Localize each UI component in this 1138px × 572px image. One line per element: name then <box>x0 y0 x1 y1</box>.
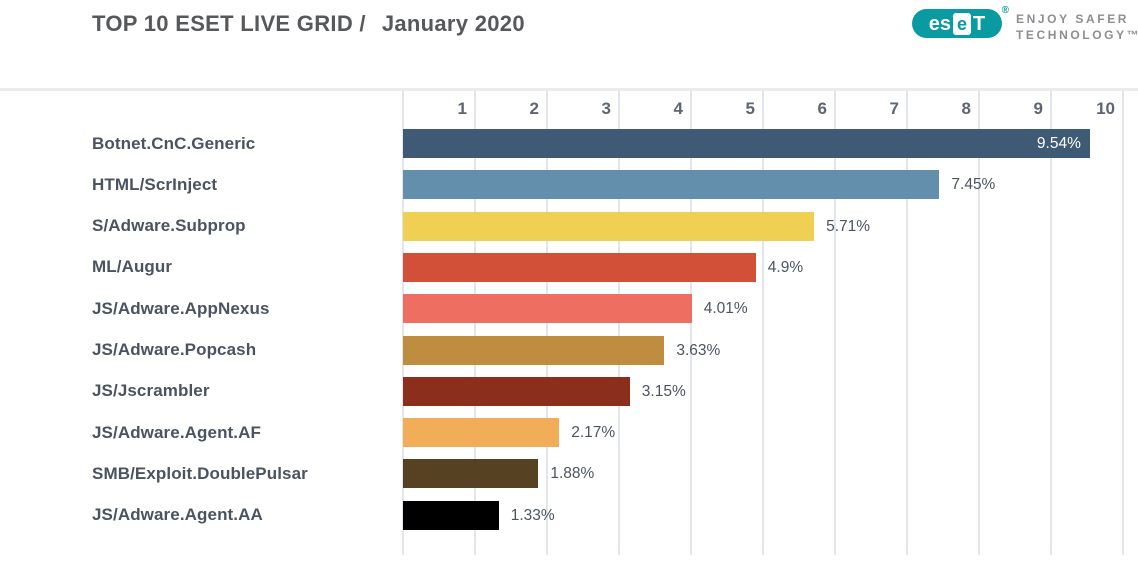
eset-tagline: ENJOY SAFER TECHNOLOGY™ <box>1016 4 1138 43</box>
x-axis-tick-label: 1 <box>457 99 467 118</box>
page-title: TOP 10 ESET LIVE GRID / January 2020 <box>92 11 525 37</box>
bar-html-scrinject <box>403 170 940 200</box>
bar-js-adware-agent-af <box>403 418 560 448</box>
eset-logo-letters-es: es <box>928 12 952 35</box>
x-axis-tick-label: 5 <box>745 99 755 118</box>
page-title-main: TOP 10 ESET LIVE GRID / <box>92 11 366 36</box>
x-axis-tick-label: 7 <box>889 99 899 118</box>
category-label: SMB/Exploit.DoublePulsar <box>92 463 308 483</box>
eset-tagline-line2: TECHNOLOGY™ <box>1016 28 1138 42</box>
bar-smb-exploit-doublepulsar <box>403 459 539 489</box>
bar-botnet-cnc-generic: 9.54% <box>403 129 1090 158</box>
x-gridline <box>906 91 908 555</box>
category-label: JS/Jscrambler <box>92 381 210 401</box>
x-axis-tick-label: 6 <box>817 99 827 118</box>
bar-js-adware-popcash <box>403 335 665 365</box>
category-label: S/Adware.Subprop <box>92 216 246 236</box>
plot-area: 9.54% 7.45% 5.71% 4.9% 4.01% 3.63% 3.15% 2.17% 1… <box>402 91 1125 555</box>
x-axis-tick-label: 8 <box>961 99 971 118</box>
category-label: ML/Augur <box>92 257 173 277</box>
registered-trademark-icon: ® <box>1001 5 1009 16</box>
x-axis-tick-label: 3 <box>601 99 611 118</box>
x-axis-tick-label: 10 <box>1096 99 1115 118</box>
category-label: JS/Adware.Agent.AF <box>92 422 261 442</box>
x-gridline <box>834 91 836 555</box>
value-label: 1.88% <box>550 465 595 483</box>
eset-logo-letter-e-box: e <box>953 12 972 35</box>
report-header: TOP 10 ESET LIVE GRID / January 2020 es e… <box>0 0 1138 89</box>
page-title-period: January 2020 <box>381 11 525 36</box>
value-label: 3.15% <box>641 382 686 400</box>
x-gridline <box>1122 91 1124 555</box>
value-label: 5.71% <box>826 217 871 235</box>
bar-js-adware-appnexus <box>403 294 692 324</box>
eset-logo-letter-t: T <box>973 12 986 35</box>
x-axis-tick-label: 4 <box>673 99 683 118</box>
x-axis-tick-label: 2 <box>529 99 539 118</box>
value-label: 9.54% <box>1036 134 1081 152</box>
category-label: JS/Adware.Agent.AA <box>92 505 263 525</box>
bar-js-jscrambler <box>403 376 630 406</box>
value-label: 4.01% <box>703 300 748 318</box>
category-label: JS/Adware.Popcash <box>92 340 257 359</box>
eset-logo-icon: es e T ® <box>912 5 1009 38</box>
x-gridline <box>978 91 980 555</box>
bar-js-adware-agent-aa <box>403 500 499 530</box>
eset-tagline-line1: ENJOY SAFER <box>1016 12 1130 26</box>
x-gridline <box>762 91 764 555</box>
value-label: 3.63% <box>676 341 721 359</box>
category-label: HTML/ScrInject <box>92 174 218 194</box>
bar-s-adware-subprop <box>403 211 815 241</box>
category-label: Botnet.CnC.Generic <box>92 133 256 153</box>
value-label: 7.45% <box>951 176 996 194</box>
header-divider <box>0 88 1138 91</box>
bar-chart: 9.54% 7.45% 5.71% 4.9% 4.01% 3.63% 3.15% 2.17% 1… <box>0 91 1138 572</box>
x-axis-tick-label: 9 <box>1033 99 1043 118</box>
x-gridline <box>1050 91 1052 555</box>
bar-ml-augur <box>403 252 756 282</box>
value-label: 2.17% <box>571 424 616 442</box>
eset-logo: es e T ® ENJOY SAFER TECHNOLOGY™ <box>912 4 1138 48</box>
value-label: 4.9% <box>767 258 804 276</box>
category-label: JS/Adware.AppNexus <box>92 298 270 318</box>
value-label: 1.33% <box>510 506 555 524</box>
